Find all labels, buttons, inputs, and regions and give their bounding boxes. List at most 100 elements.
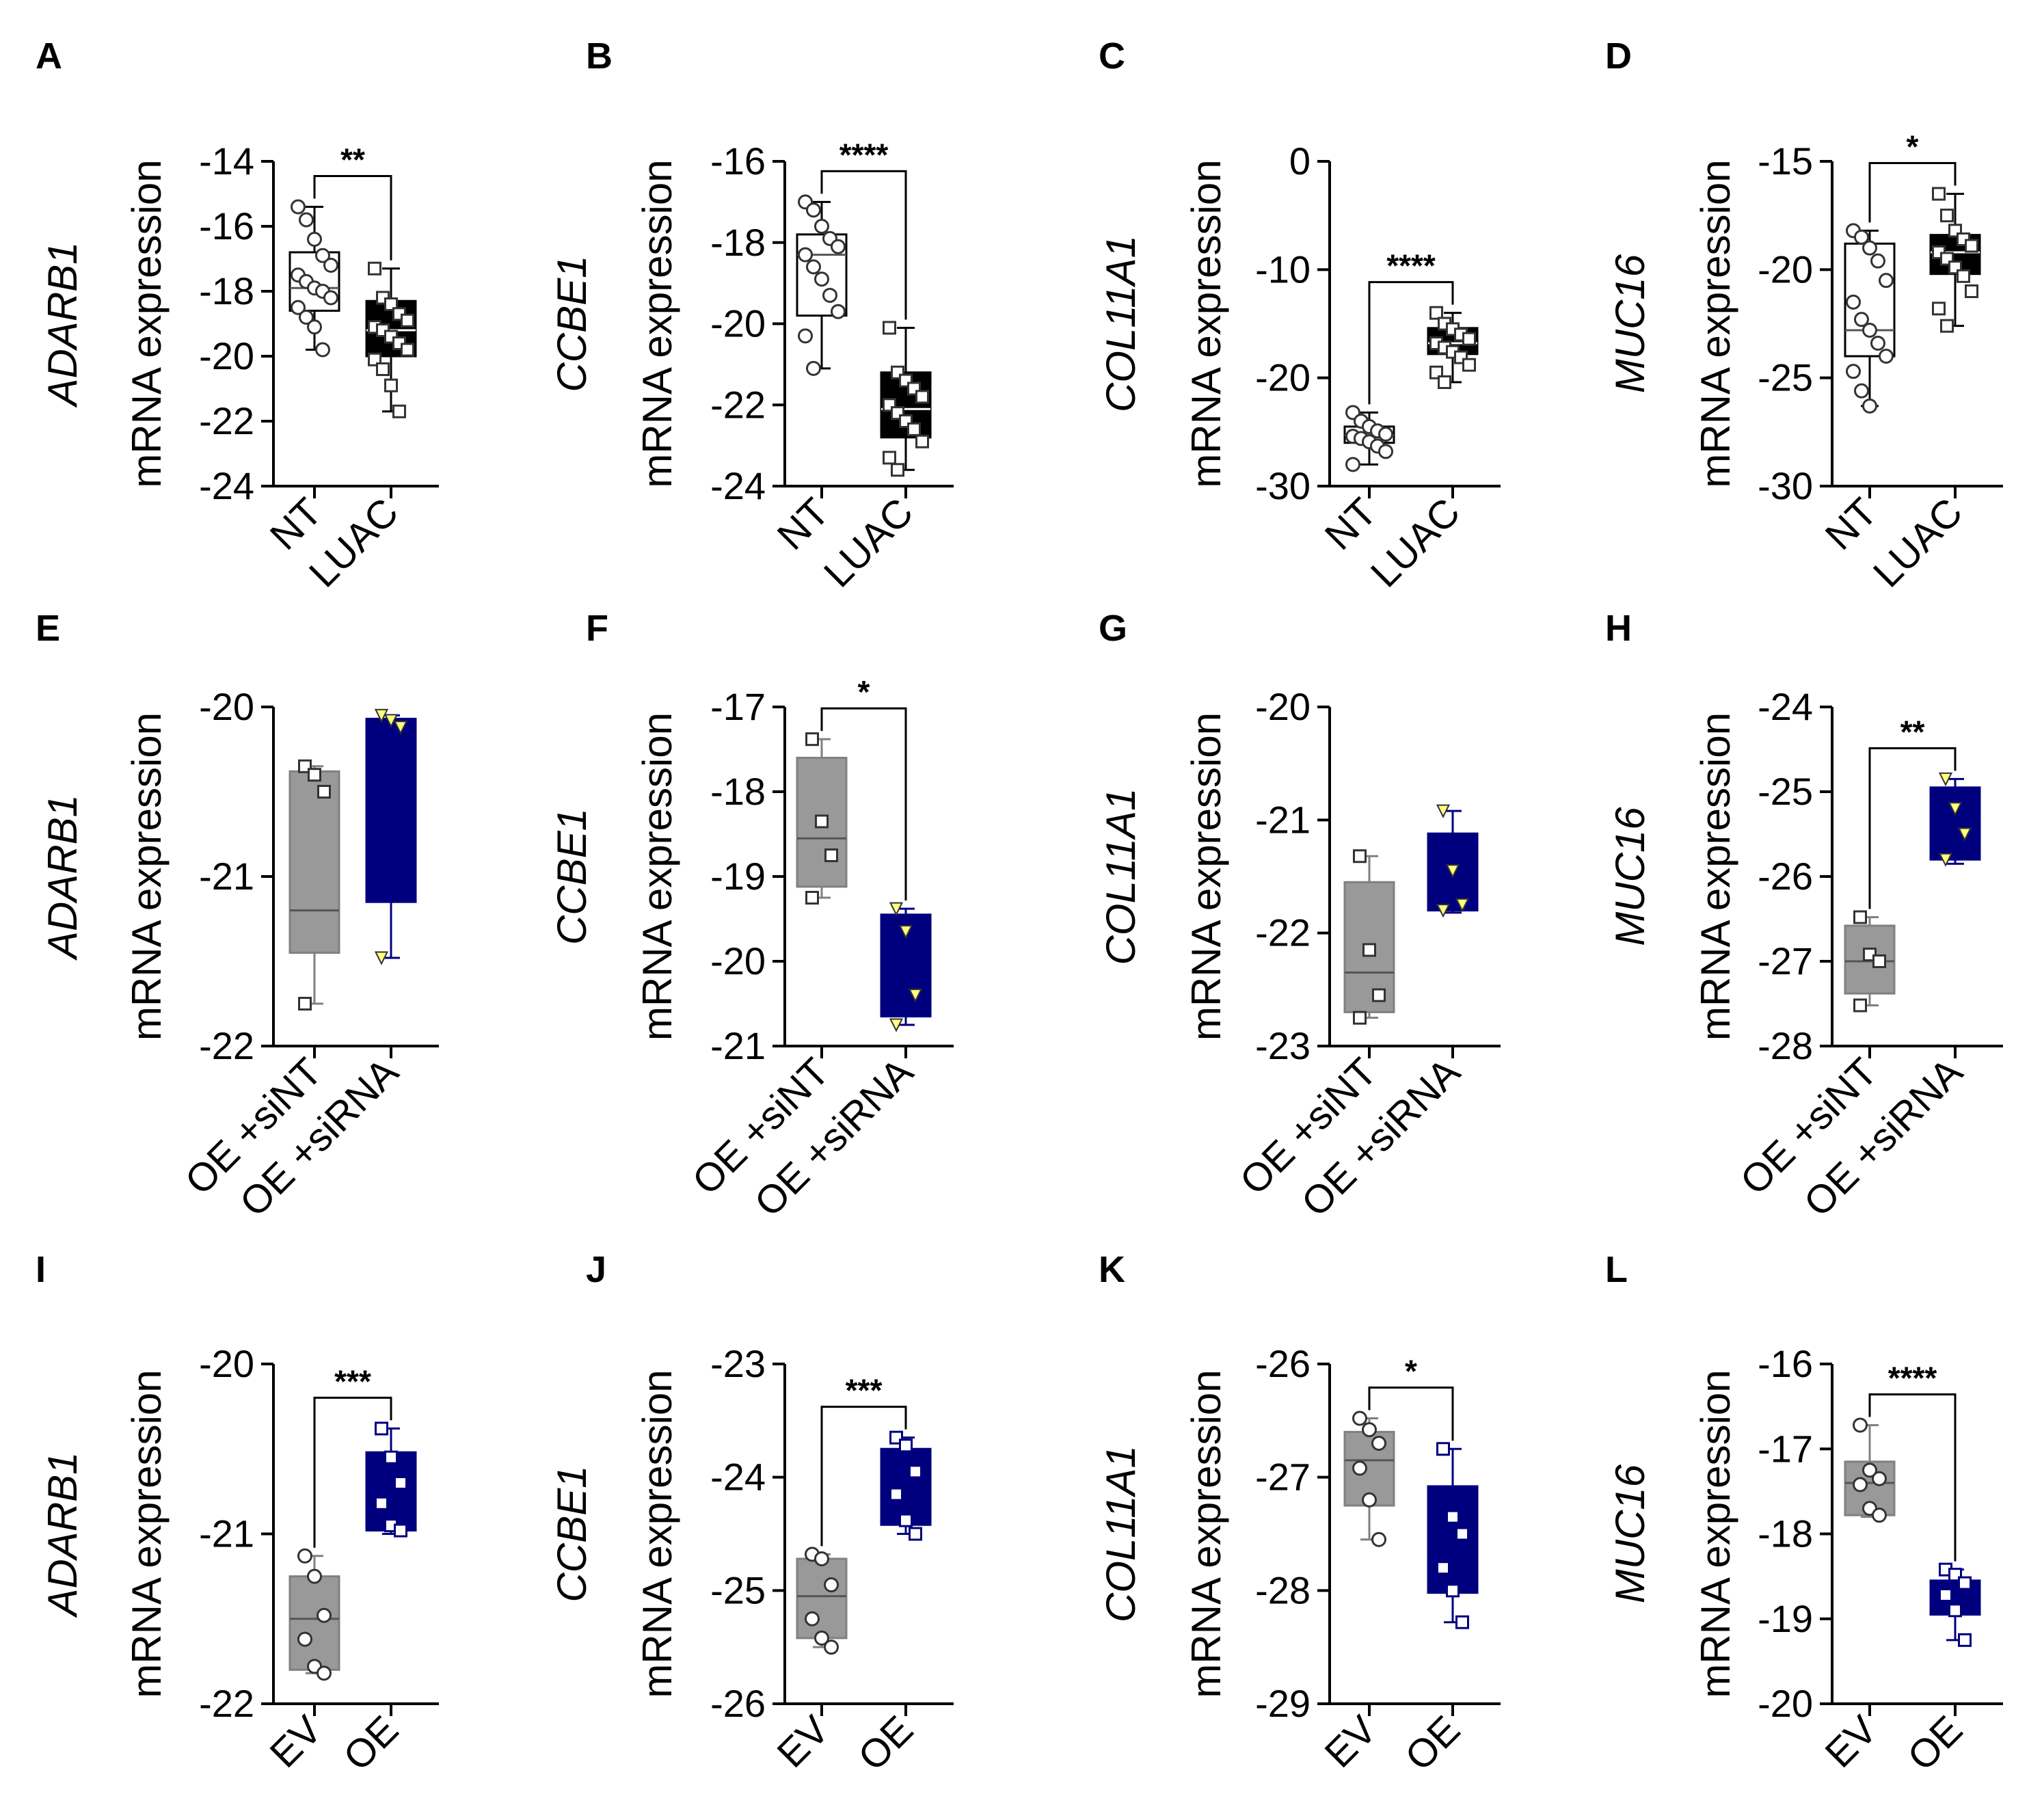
y-tick-label: -21 [710, 1024, 766, 1067]
data-point [909, 1464, 922, 1479]
x-category-label: OE [850, 1707, 922, 1779]
significance-bracket [1868, 162, 1957, 223]
data-point [1958, 1576, 1972, 1590]
data-point [1378, 444, 1393, 459]
data-point [1872, 1471, 1887, 1486]
data-point [1854, 229, 1869, 245]
data-point [1853, 910, 1867, 924]
y-tick-label: -20 [199, 334, 254, 377]
box-oe-sirna [1929, 772, 1981, 867]
y-axis-label: mRNA expression [1183, 712, 1229, 1041]
y-tick-label: -22 [1255, 911, 1311, 954]
y-tick-label: -22 [199, 399, 254, 442]
y-axis-gene-label: MUC16 [1607, 1464, 1653, 1603]
significance-bracket [820, 707, 907, 901]
data-point [814, 271, 829, 287]
data-point [1446, 1510, 1460, 1524]
y-tick-label: -27 [1758, 939, 1813, 982]
data-point [315, 247, 330, 263]
data-point [806, 360, 821, 376]
y-axis-label: mRNA expression [1693, 159, 1738, 487]
data-point [814, 219, 829, 234]
data-point [1371, 1531, 1386, 1547]
y-tick-label: -26 [1255, 1342, 1311, 1385]
data-point [384, 378, 398, 392]
y-axis-gene-label: ADARB1 [40, 241, 85, 407]
significance-label: **** [1888, 1360, 1937, 1395]
x-category-label: NT [1817, 490, 1886, 559]
box-oe-sirna [880, 902, 932, 1032]
x-category-label: NT [1317, 490, 1386, 559]
panel-letter: E [36, 608, 60, 649]
data-point [1853, 1477, 1868, 1493]
y-tick-label: -24 [710, 1456, 766, 1499]
x-category-label: LUAC [1362, 490, 1468, 595]
panel-letter: I [36, 1249, 46, 1290]
data-point [1846, 294, 1861, 310]
data-point [1862, 240, 1877, 256]
data-point [815, 814, 829, 829]
y-axis-label: mRNA expression [124, 1369, 170, 1698]
y-tick-label: -25 [1758, 356, 1813, 399]
y-tick-label: -19 [710, 855, 766, 898]
y-axis-gene-label: ADARB1 [40, 1451, 85, 1618]
box-body [1427, 1485, 1479, 1594]
data-point [831, 304, 846, 319]
data-point [1436, 804, 1451, 818]
data-point [1939, 1588, 1952, 1602]
data-point [1362, 1422, 1377, 1438]
data-point [291, 299, 306, 315]
y-tick-label: -20 [1758, 247, 1813, 291]
y-tick-label: -26 [1758, 855, 1813, 898]
data-point [317, 1607, 332, 1623]
box-luac [365, 261, 417, 418]
data-point [1932, 302, 1946, 316]
y-tick-label: -20 [199, 1342, 254, 1385]
y-axis-label: mRNA expression [634, 159, 680, 487]
box-ev [288, 1548, 340, 1681]
panel-letter: J [586, 1249, 606, 1290]
data-point [393, 721, 408, 735]
data-point [1438, 375, 1451, 389]
data-point [915, 434, 929, 449]
box-oe-sint [796, 732, 848, 905]
y-axis-gene-label: COL11A1 [1098, 235, 1144, 412]
box-oe-sint [288, 759, 340, 1011]
y-axis-gene-label: ADARB1 [40, 794, 85, 961]
y-tick-label: -20 [199, 685, 254, 728]
box-oe-sirna [365, 708, 417, 965]
y-axis-gene-label: MUC16 [1607, 807, 1653, 946]
data-point [805, 891, 819, 905]
box-body [365, 717, 417, 903]
y-tick-label: -16 [710, 139, 766, 183]
box-nt [1343, 405, 1395, 472]
y-tick-label: -25 [710, 1568, 766, 1611]
data-point [1948, 802, 1963, 816]
y-axis-label: mRNA expression [1693, 1369, 1738, 1698]
data-point [1957, 827, 1972, 842]
box-nt [1844, 223, 1896, 414]
y-axis-label: mRNA expression [634, 1369, 680, 1698]
data-point [889, 902, 904, 916]
data-point [1445, 864, 1460, 879]
panel-letter: G [1099, 608, 1127, 649]
box-body [288, 770, 340, 954]
y-tick-label: -15 [1758, 139, 1813, 183]
box-oe [1929, 1562, 1981, 1647]
data-point [1455, 898, 1470, 913]
data-point [805, 1611, 820, 1627]
significance-label: **** [1386, 248, 1436, 284]
box-luac [880, 321, 932, 477]
data-point [909, 1527, 922, 1541]
y-tick-label: -24 [199, 464, 254, 507]
x-category-label: LUAC [301, 490, 407, 595]
data-point [376, 362, 390, 376]
y-tick-label: -24 [1758, 685, 1813, 728]
